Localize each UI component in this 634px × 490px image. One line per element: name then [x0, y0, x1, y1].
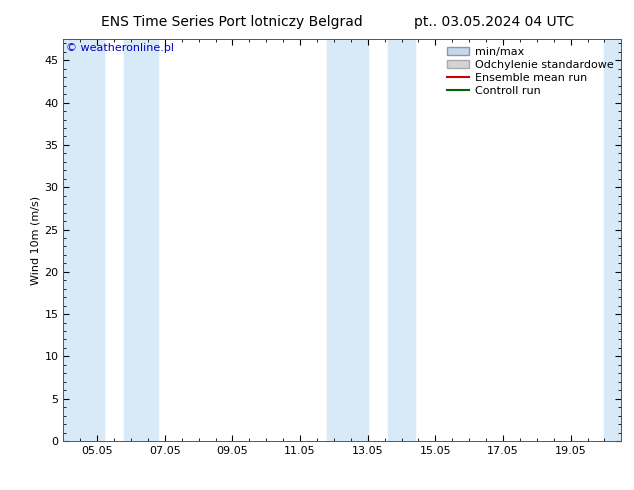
Bar — [604, 39, 621, 441]
Text: ENS Time Series Port lotniczy Belgrad: ENS Time Series Port lotniczy Belgrad — [101, 15, 362, 29]
Bar — [327, 39, 368, 441]
Y-axis label: Wind 10m (m/s): Wind 10m (m/s) — [30, 196, 40, 285]
Bar — [124, 39, 158, 441]
Text: pt.. 03.05.2024 04 UTC: pt.. 03.05.2024 04 UTC — [415, 15, 574, 29]
Bar — [63, 39, 104, 441]
Bar — [388, 39, 415, 441]
Text: © weatheronline.pl: © weatheronline.pl — [66, 43, 174, 53]
Legend: min/max, Odchylenie standardowe, Ensemble mean run, Controll run: min/max, Odchylenie standardowe, Ensembl… — [443, 43, 618, 100]
